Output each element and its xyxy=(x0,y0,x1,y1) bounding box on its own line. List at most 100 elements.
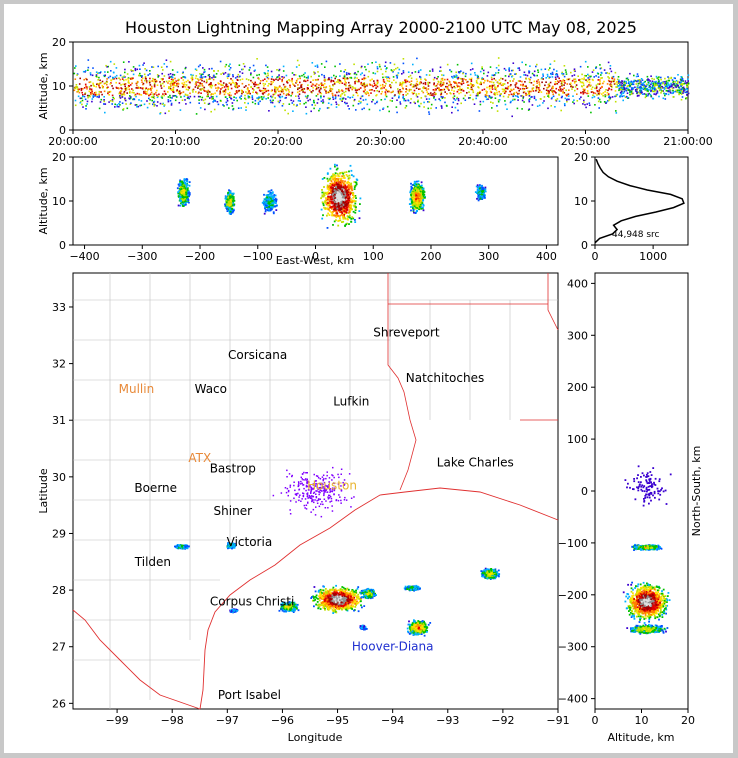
source-pixel xyxy=(226,208,228,210)
source-pixel xyxy=(295,82,297,84)
source-pixel xyxy=(451,75,453,78)
source-pixel xyxy=(565,71,567,73)
source-pixel xyxy=(363,78,365,81)
source-pixel xyxy=(152,95,155,97)
source-pixel xyxy=(548,85,550,88)
source-pixel xyxy=(271,101,274,104)
source-pixel xyxy=(335,216,338,219)
source-pixel xyxy=(579,65,582,68)
source-pixel xyxy=(386,105,389,108)
source-pixel xyxy=(326,197,329,200)
source-pixel xyxy=(88,94,90,97)
source-pixel xyxy=(448,89,450,91)
source-pixel xyxy=(299,77,301,80)
source-pixel xyxy=(106,86,108,89)
source-pixel xyxy=(197,65,200,68)
source-pixel xyxy=(645,89,647,91)
source-pixel xyxy=(203,89,205,91)
source-pixel xyxy=(226,85,228,88)
source-pixel xyxy=(545,81,547,83)
source-pixel xyxy=(478,110,481,112)
source-pixel xyxy=(324,66,326,68)
source-pixel xyxy=(327,202,329,204)
source-pixel xyxy=(685,97,687,100)
source-pixel xyxy=(270,205,272,208)
source-pixel xyxy=(84,93,86,95)
source-pixel xyxy=(320,95,322,97)
source-pixel xyxy=(438,89,441,92)
source-pixel xyxy=(384,76,387,78)
source-pixel xyxy=(436,87,439,89)
source-pixel xyxy=(342,192,345,194)
source-pixel xyxy=(440,78,443,80)
source-pixel xyxy=(412,63,414,66)
source-pixel xyxy=(385,82,387,85)
source-pixel xyxy=(255,91,257,94)
source-pixel xyxy=(291,93,293,95)
source-pixel xyxy=(336,192,339,195)
source-pixel xyxy=(76,88,79,90)
source-pixel xyxy=(338,89,340,91)
source-pixel xyxy=(461,83,463,86)
source-pixel xyxy=(328,199,331,202)
source-pixel xyxy=(440,81,442,84)
source-pixel xyxy=(222,72,224,74)
source-pixel xyxy=(188,191,190,193)
source-pixel xyxy=(210,83,212,86)
source-pixel xyxy=(278,101,281,104)
source-pixel xyxy=(495,87,497,89)
source-pixel xyxy=(668,90,671,93)
source-pixel xyxy=(573,74,576,76)
source-pixel xyxy=(348,199,351,202)
source-pixel xyxy=(320,208,323,211)
source-pixel xyxy=(433,95,435,98)
source-pixel xyxy=(200,88,203,90)
source-pixel xyxy=(439,84,441,86)
source-pixel xyxy=(264,83,266,85)
source-pixel xyxy=(321,201,324,204)
source-pixel xyxy=(558,100,561,102)
source-pixel xyxy=(357,70,359,73)
source-pixel xyxy=(639,86,642,89)
source-pixel xyxy=(496,93,499,96)
source-pixel xyxy=(334,175,337,177)
source-pixel xyxy=(566,98,569,100)
source-pixel xyxy=(203,76,205,78)
source-pixel xyxy=(328,186,330,189)
source-pixel xyxy=(495,67,498,69)
source-pixel xyxy=(187,79,189,82)
source-pixel xyxy=(528,70,530,72)
source-pixel xyxy=(595,66,598,68)
source-pixel xyxy=(105,64,107,67)
source-pixel xyxy=(145,87,148,89)
source-pixel xyxy=(631,88,633,90)
source-pixel xyxy=(331,190,334,192)
source-pixel xyxy=(518,67,520,69)
source-pixel xyxy=(239,79,242,81)
source-pixel xyxy=(337,104,340,106)
source-pixel xyxy=(614,82,617,85)
source-pixel xyxy=(428,111,430,113)
source-pixel xyxy=(119,95,121,97)
source-pixel xyxy=(629,91,632,93)
source-pixel xyxy=(187,193,190,196)
source-pixel xyxy=(490,97,492,99)
source-pixel xyxy=(416,57,418,60)
source-pixel xyxy=(602,82,604,85)
source-pixel xyxy=(168,110,170,112)
source-pixel xyxy=(168,86,170,88)
source-pixel xyxy=(393,79,395,81)
source-pixel xyxy=(344,81,347,83)
source-pixel xyxy=(340,182,342,185)
source-pixel xyxy=(164,112,167,115)
source-pixel xyxy=(320,63,323,65)
source-pixel xyxy=(262,82,265,85)
source-pixel xyxy=(325,90,327,92)
source-pixel xyxy=(351,86,354,88)
source-pixel xyxy=(363,77,365,79)
source-pixel xyxy=(382,78,385,81)
source-pixel xyxy=(588,78,591,81)
source-pixel xyxy=(339,188,342,191)
source-pixel xyxy=(383,81,386,83)
source-pixel xyxy=(634,80,637,82)
